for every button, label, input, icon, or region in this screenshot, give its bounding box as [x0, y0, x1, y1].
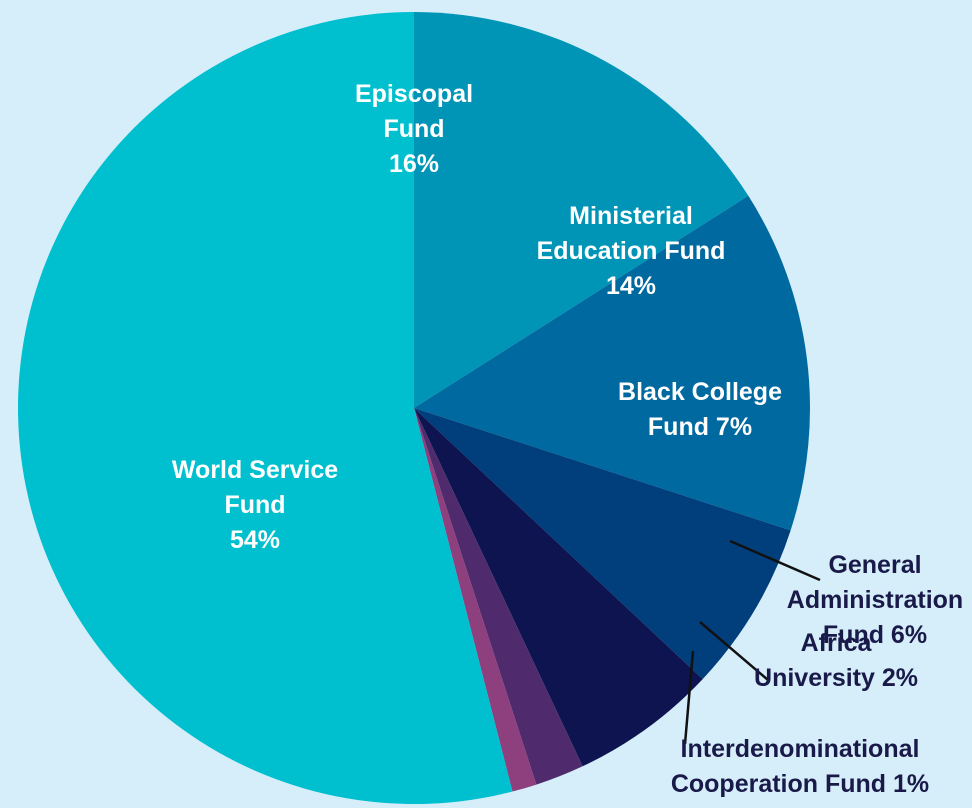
- label-line: Administration: [787, 586, 963, 614]
- label-line: University 2%: [754, 664, 918, 692]
- label-line: Africa: [801, 629, 873, 657]
- label-line: World Service: [172, 456, 338, 484]
- label-general-administration-fund: General Administration Fund 6%: [787, 551, 963, 649]
- leader-lines-layer: [683, 539, 821, 745]
- label-line: Cooperation Fund 1%: [671, 770, 929, 798]
- label-line: Black College: [618, 378, 782, 406]
- label-line: Fund 6%: [823, 621, 927, 649]
- label-line: Episcopal: [355, 80, 473, 108]
- label-world-service-fund: World Service Fund 54%: [172, 456, 338, 554]
- slice-interdenominational-cooperation-fund: [414, 408, 537, 792]
- label-line: Fund 7%: [648, 413, 752, 441]
- leader-line-africa-university: [699, 621, 769, 681]
- slice-black-college-fund: [414, 408, 791, 680]
- label-line: 14%: [606, 272, 656, 300]
- label-interdenominational-cooperation-fund: Interdenominational Cooperation Fund 1%: [671, 735, 929, 798]
- label-line: 16%: [389, 150, 439, 178]
- slice-episcopal-fund: [414, 12, 749, 408]
- label-line: Education Fund: [537, 237, 726, 265]
- label-ministerial-education-fund: Ministerial Education Fund 14%: [537, 202, 726, 300]
- label-line: Fund: [224, 491, 285, 519]
- leader-line-general-administration-fund: [729, 539, 821, 582]
- label-line: Interdenominational: [681, 735, 920, 763]
- leader-line-interdenominational-cooperation-fund: [683, 650, 695, 745]
- label-africa-university: Africa University 2%: [754, 629, 918, 692]
- slice-ministerial-education-fund: [414, 195, 811, 531]
- label-line: Fund: [383, 115, 444, 143]
- slice-world-service-fund: [18, 12, 513, 804]
- labels-layer: Episcopal Fund 16% Ministerial Education Fun…: [172, 80, 963, 798]
- label-black-college-fund: Black College Fund 7%: [618, 378, 782, 441]
- slice-africa-university: [414, 408, 583, 785]
- slices-layer: [18, 12, 811, 804]
- slice-general-administration-fund: [414, 408, 703, 767]
- label-episcopal-fund: Episcopal Fund 16%: [355, 80, 473, 178]
- label-line: Ministerial: [569, 202, 693, 230]
- label-line: 54%: [230, 526, 280, 554]
- label-line: General: [828, 551, 921, 579]
